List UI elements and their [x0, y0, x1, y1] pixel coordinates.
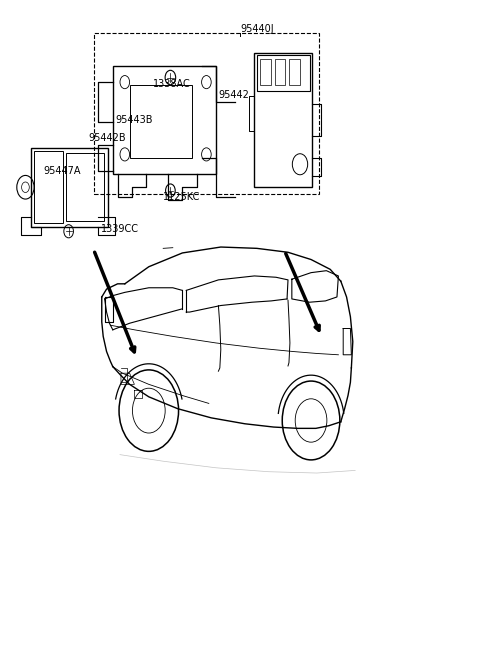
- Bar: [257, 55, 310, 91]
- Text: 1338AC: 1338AC: [153, 79, 191, 89]
- Text: 1125KC: 1125KC: [163, 192, 201, 202]
- Bar: [260, 59, 271, 85]
- Text: 95440J: 95440J: [240, 24, 274, 34]
- Text: 95447A: 95447A: [43, 166, 81, 176]
- Bar: [130, 85, 192, 158]
- Bar: [113, 66, 216, 174]
- Text: 95442B: 95442B: [89, 133, 126, 143]
- Text: 1339CC: 1339CC: [101, 223, 139, 234]
- Bar: [66, 153, 104, 221]
- Text: 95442: 95442: [218, 90, 249, 101]
- Bar: [275, 59, 285, 85]
- Bar: [254, 53, 312, 187]
- Bar: [31, 148, 108, 227]
- Text: 95443B: 95443B: [115, 114, 153, 125]
- Bar: [289, 59, 300, 85]
- Bar: [94, 33, 319, 194]
- Bar: [34, 151, 63, 223]
